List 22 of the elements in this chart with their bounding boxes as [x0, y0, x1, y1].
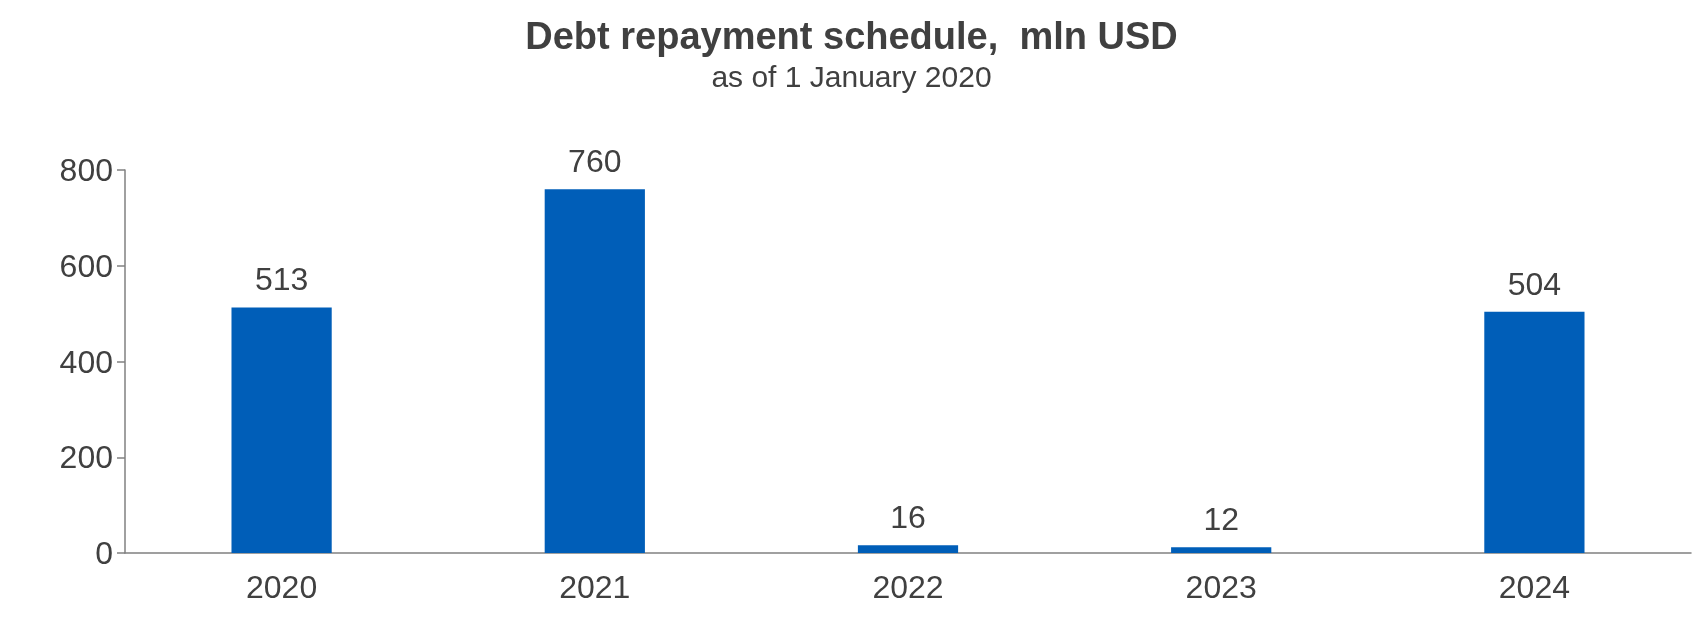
bar: [1484, 311, 1585, 553]
bar: [857, 545, 959, 553]
bar: [544, 189, 645, 553]
y-tick-label: 400: [59, 343, 113, 380]
x-tick-label: 2021: [559, 569, 631, 605]
x-tick-label: 2024: [1498, 569, 1570, 605]
data-label: 16: [890, 499, 926, 536]
chart-subtitle: as of 1 January 2020: [711, 59, 992, 93]
data-label: 12: [1203, 501, 1239, 538]
y-tick-label: 800: [59, 152, 113, 188]
x-tick-label: 2023: [1185, 569, 1257, 605]
y-tick-label: 200: [59, 439, 113, 476]
y-tick-label: 600: [59, 247, 113, 284]
bar: [1171, 547, 1272, 553]
data-label: 760: [568, 143, 622, 180]
data-label: 513: [254, 261, 309, 298]
x-tick-label: 2020: [246, 569, 318, 605]
x-tick-label: 2022: [872, 569, 944, 605]
chart-title: Debt repayment schedule, mln USD: [525, 15, 1178, 57]
bar: [231, 307, 332, 553]
y-tick-label: 0: [95, 535, 113, 571]
data-label: 504: [1507, 265, 1562, 302]
